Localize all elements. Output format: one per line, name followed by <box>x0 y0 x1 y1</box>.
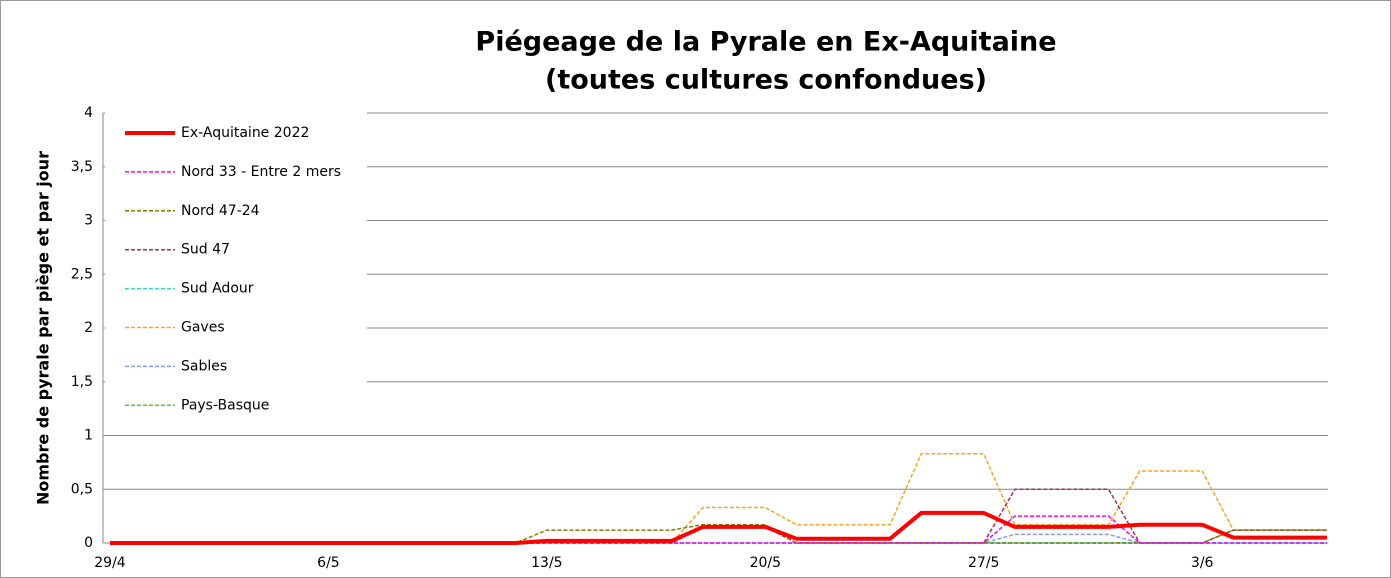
legend-label: Gaves <box>181 320 225 336</box>
series-line <box>110 510 1327 545</box>
y-tick-label: 1 <box>84 428 93 444</box>
legend-label: Ex-Aquitaine 2022 <box>181 125 309 141</box>
series-line <box>110 453 1327 544</box>
x-tick-label: 3/6 <box>1191 555 1214 571</box>
y-tick-label: 4 <box>84 105 93 121</box>
y-tick-label: 2,5 <box>71 266 93 282</box>
legend-label: Sud Adour <box>181 281 254 297</box>
legend-label: Pays-Basque <box>181 397 269 413</box>
y-tick-label: 1,5 <box>71 374 93 390</box>
y-axis-label: Nombre de pyrale par piège et par jour <box>34 151 53 505</box>
legend-box <box>105 111 367 433</box>
x-tick-label: 29/4 <box>94 555 126 571</box>
x-tick-label: 6/5 <box>317 555 340 571</box>
x-tick-label: 13/5 <box>531 555 562 571</box>
y-tick-label: 3,5 <box>71 159 93 175</box>
y-tick-label: 2 <box>84 320 93 336</box>
series-line <box>110 515 1327 544</box>
legend-label: Sud 47 <box>181 242 230 258</box>
legend-label: Nord 33 - Entre 2 mers <box>181 164 341 180</box>
y-tick-label: 0,5 <box>71 481 93 497</box>
chart-title: (toutes cultures confondues) <box>545 65 987 96</box>
legend-label: Sables <box>181 358 227 374</box>
y-tick-label: 0 <box>84 535 93 551</box>
legend-label: Nord 47-24 <box>181 203 260 219</box>
series-line <box>110 523 1327 544</box>
chart-title: Piégeage de la Pyrale en Ex-Aquitaine <box>475 27 1056 58</box>
x-tick-label: 27/5 <box>968 555 999 571</box>
y-tick-label: 3 <box>84 213 93 229</box>
x-tick-label: 20/5 <box>750 555 781 571</box>
